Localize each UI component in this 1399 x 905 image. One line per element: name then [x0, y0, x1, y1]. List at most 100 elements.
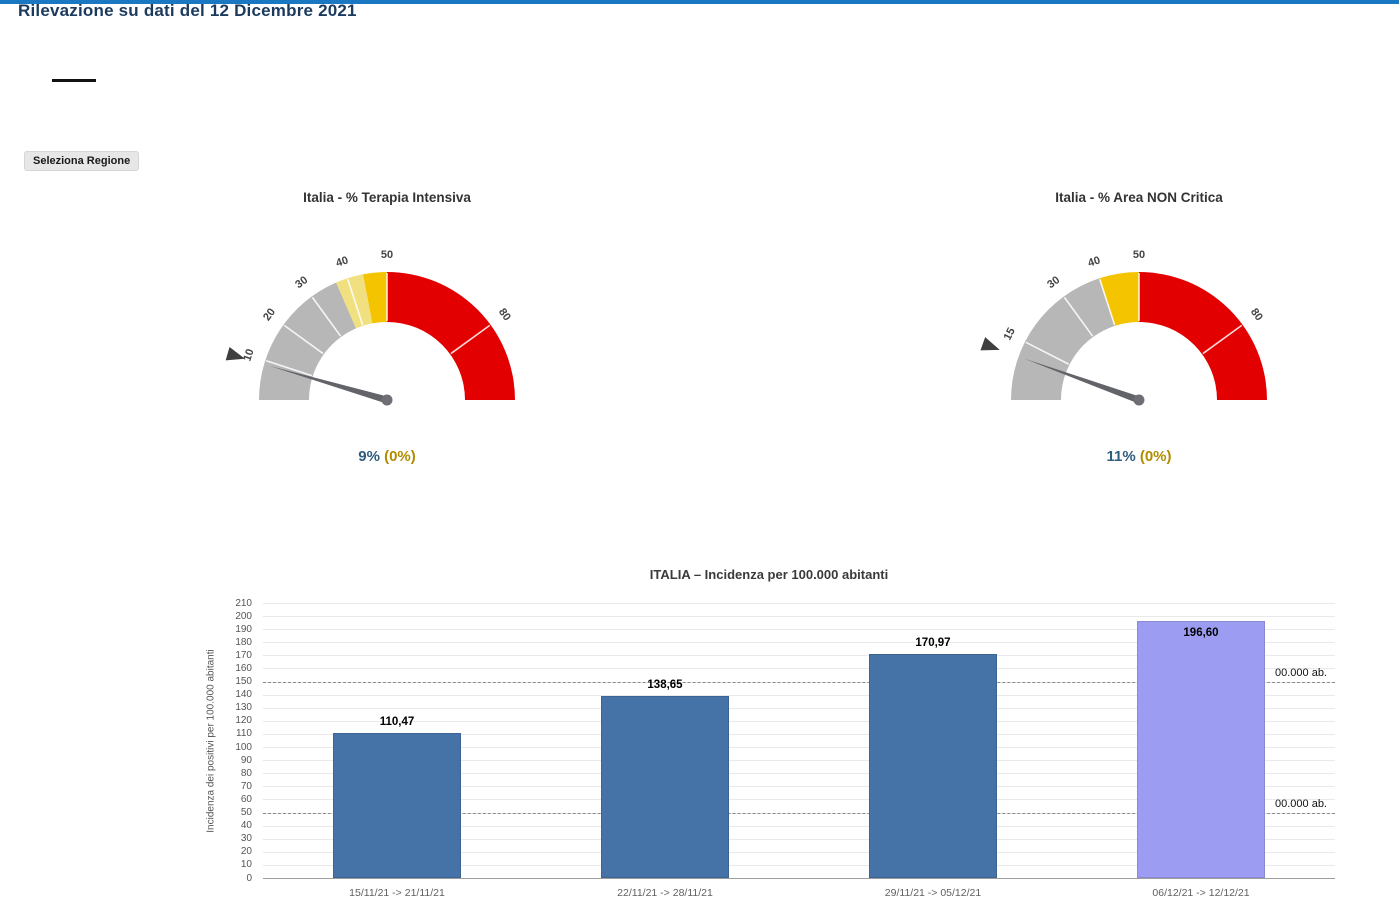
gridline: [263, 878, 1335, 879]
bar-value-label: 110,47: [379, 716, 415, 729]
gauge-title: Italia - % Area NON Critica: [1055, 190, 1223, 205]
gridline: [263, 603, 1335, 604]
menu-button[interactable]: [52, 79, 98, 109]
gridline: [263, 629, 1335, 631]
hamburger-icon: [52, 79, 96, 82]
y-tick-label: 50: [240, 807, 252, 819]
gridline: [263, 786, 1335, 788]
gridline: [263, 799, 1335, 801]
gauge-tick: [1063, 296, 1094, 337]
y-tick-label: 0: [246, 872, 252, 884]
y-tick-label: 200: [235, 610, 252, 622]
y-tick-label: 30: [240, 833, 252, 845]
bar-value-label: 138,65: [647, 679, 683, 692]
y-tick-label: 170: [235, 649, 252, 661]
top-accent-bar: [0, 0, 1399, 4]
threshold-line: [263, 812, 1335, 814]
plot-area: 0 10 20 30 40 50 60 70 80 90 100 110 120 130 140 150 160…: [235, 598, 1335, 899]
x-axis-label: 06/12/21 -> 12/12/21: [1152, 887, 1250, 899]
gauge-tick-label: 80: [1248, 306, 1265, 323]
threshold-label: 00.000 ab.: [1275, 666, 1327, 679]
gauge-needle-pivot: [1133, 394, 1145, 406]
gauge-tick-label: 15: [1002, 326, 1018, 342]
gridline: [263, 773, 1335, 775]
gridline: [263, 733, 1335, 735]
gridline: [263, 694, 1335, 696]
gauge-band: [363, 272, 387, 324]
gauge-chart: 10 20 30 40 50 80: [225, 249, 515, 406]
bar[interactable]: [869, 654, 997, 878]
gauge-title: Italia - % Terapia Intensiva: [303, 190, 471, 205]
bar-value-label: 170,97: [915, 637, 951, 650]
region-selector-button[interactable]: Seleziona Regione: [24, 151, 140, 171]
gauge-tick: [283, 324, 324, 355]
gridline: [263, 760, 1335, 762]
gauge-tick: [265, 359, 313, 377]
y-tick-label: 110: [236, 728, 252, 740]
page-title: Rilevazione su dati del 12 Dicembre 2021: [18, 1, 357, 20]
bar[interactable]: [601, 696, 729, 878]
gridline: [263, 616, 1335, 618]
gridline: [263, 668, 1335, 670]
threshold-label: 00.000 ab.: [1275, 797, 1327, 810]
gauge-tick: [1098, 278, 1116, 326]
y-tick-label: 210: [235, 597, 252, 609]
y-tick-label: 80: [240, 767, 252, 779]
gauge-chart: 15 30 40 50 80: [980, 249, 1267, 406]
y-tick-label: 160: [235, 662, 252, 674]
gauge-area-non-critica: Italia - % Area NON Critica 15 30 40 50 80 1…: [979, 190, 1299, 480]
gauge-tick: [450, 324, 491, 355]
gauge-tick-label: 40: [1086, 254, 1101, 269]
gauge-value: 9% (0%): [227, 448, 547, 465]
y-tick-label: 90: [240, 754, 252, 766]
gauge-tick-label: 30: [1045, 274, 1062, 291]
gauge-tick: [311, 296, 342, 337]
gridline: [263, 720, 1335, 722]
y-tick-label: 20: [240, 846, 252, 858]
gauge-band: [387, 272, 515, 400]
gridline: [263, 851, 1335, 853]
y-tick-label: 120: [235, 715, 252, 727]
gauge-terapia-intensiva: Italia - % Terapia Intensiva 10 20 30 40 50 8…: [225, 190, 547, 480]
gauge-value: 11% (0%): [979, 448, 1299, 465]
incidence-bar-chart: ITALIA – Incidenza per 100.000 abitanti …: [0, 560, 1399, 905]
gauge-tick-label: 30: [293, 274, 310, 291]
x-axis-label: 22/11/21 -> 28/11/21: [617, 887, 713, 899]
gauge-value-marker-icon: [980, 337, 1000, 351]
y-tick-label: 140: [235, 689, 252, 701]
gauge-tick: [1202, 324, 1243, 355]
gauge-band: [1099, 272, 1139, 326]
y-tick-label: 180: [235, 636, 252, 648]
gauge-needle-pivot: [381, 394, 393, 406]
gridline: [263, 864, 1335, 866]
gridline: [263, 642, 1335, 644]
y-tick-label: 70: [240, 780, 252, 792]
bar[interactable]: [1137, 620, 1265, 878]
x-axis-label: 29/11/21 -> 05/12/21: [884, 887, 982, 899]
y-tick-label: 40: [240, 820, 252, 832]
gauge-tick: [1025, 341, 1069, 365]
y-tick-label: 150: [235, 676, 252, 688]
gauge-tick-label: 10: [241, 347, 256, 362]
y-tick-label: 190: [235, 623, 252, 635]
x-axis-label: 15/11/21 -> 21/11/21: [349, 887, 445, 899]
gauge-needle: [269, 365, 388, 404]
gauge-band: [1011, 278, 1115, 400]
chart-title: ITALIA – Incidenza per 100.000 abitanti: [649, 567, 889, 582]
gauge-tick-label: 20: [261, 306, 278, 323]
y-tick-label: 130: [235, 702, 252, 714]
y-tick-label: 10: [240, 859, 252, 871]
gridline: [263, 707, 1335, 709]
gridline: [263, 747, 1335, 749]
gauge-tick-label: 50: [381, 249, 393, 261]
y-tick-label: 100: [235, 741, 252, 753]
gauge-value-delta: (0%): [1139, 448, 1172, 465]
gauge-tick: [346, 278, 364, 326]
threshold-line: [263, 681, 1335, 683]
gridline: [263, 655, 1335, 657]
gauge-tick-label: 40: [334, 254, 349, 269]
gauge-value-current: 9%: [358, 448, 380, 465]
bar[interactable]: [333, 733, 461, 878]
gauge-needle: [1024, 358, 1141, 404]
gauge-value-marker-icon: [225, 346, 245, 361]
